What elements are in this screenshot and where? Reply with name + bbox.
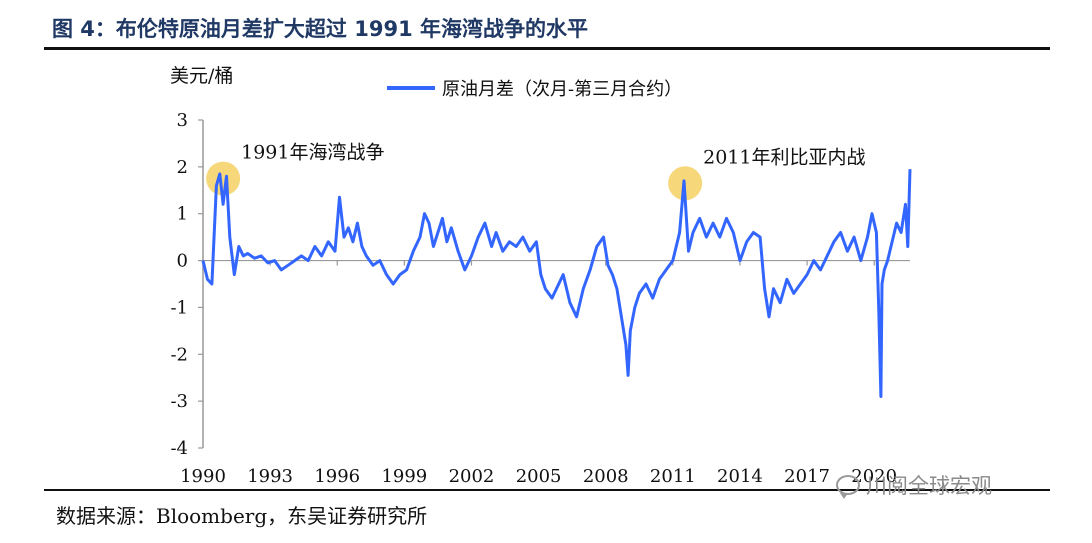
x-tick-label: 2002 (449, 466, 495, 487)
x-tick-label: 2020 (851, 466, 897, 487)
series-line (201, 169, 912, 398)
x-tick-label: 2011 (650, 466, 696, 487)
watermark: 川阅全球宏观 (836, 470, 992, 500)
legend: 原油月差（次月-第三月合约） (387, 79, 682, 100)
x-tick-label: 1999 (381, 466, 427, 487)
bottom-rule (44, 489, 1050, 491)
y-tick-label: -3 (170, 391, 188, 412)
wechat-icon (836, 475, 860, 499)
axes (202, 120, 910, 448)
source-note: 数据来源：Bloomberg，东吴证券研究所 (56, 504, 428, 528)
y-tick-label: 3 (177, 110, 188, 131)
x-tick-label: 2008 (583, 466, 629, 487)
x-tick-label: 2014 (717, 466, 763, 487)
top-rule (44, 47, 1050, 50)
x-tick-label: 1993 (247, 466, 293, 487)
y-tick-label: 0 (177, 251, 188, 272)
watermark-text: 川阅全球宏观 (866, 474, 992, 498)
legend-label: 原油月差（次月-第三月合约） (442, 79, 682, 100)
figure-title: 图 4：布伦特原油月差扩大超过 1991 年海湾战争的水平 (52, 17, 588, 41)
highlight-markers (206, 161, 703, 201)
annotation-label: 2011年利比亚内战 (703, 146, 865, 168)
x-tick-label: 1990 (180, 466, 226, 487)
y-tick-label: 1 (177, 204, 188, 225)
annotation-label: 1991年海湾战争 (241, 142, 384, 164)
x-tick-label: 1996 (314, 466, 360, 487)
y-tick-label: -1 (170, 297, 188, 318)
y-tick-label: 2 (177, 157, 188, 178)
x-tick-label: 2017 (784, 466, 830, 487)
y-tick-label: -2 (170, 344, 188, 365)
x-ticks: 1990 1993 1996 1999 2002 2005 2008 2011 2014 2017… (180, 260, 897, 487)
y-tick-label: -4 (170, 438, 188, 459)
y-ticks: 3 2 1 0 -1 -2 -3 -4 (170, 110, 203, 459)
x-tick-label: 2005 (516, 466, 562, 487)
figure-header: 图 4：布伦特原油月差扩大超过 1991 年海湾战争的水平 (44, 6, 1054, 50)
y-axis-label: 美元/桶 (170, 65, 233, 87)
highlight-circle (206, 161, 241, 196)
annotations: 1991年海湾战争 2011年利比亚内战 (241, 142, 865, 169)
